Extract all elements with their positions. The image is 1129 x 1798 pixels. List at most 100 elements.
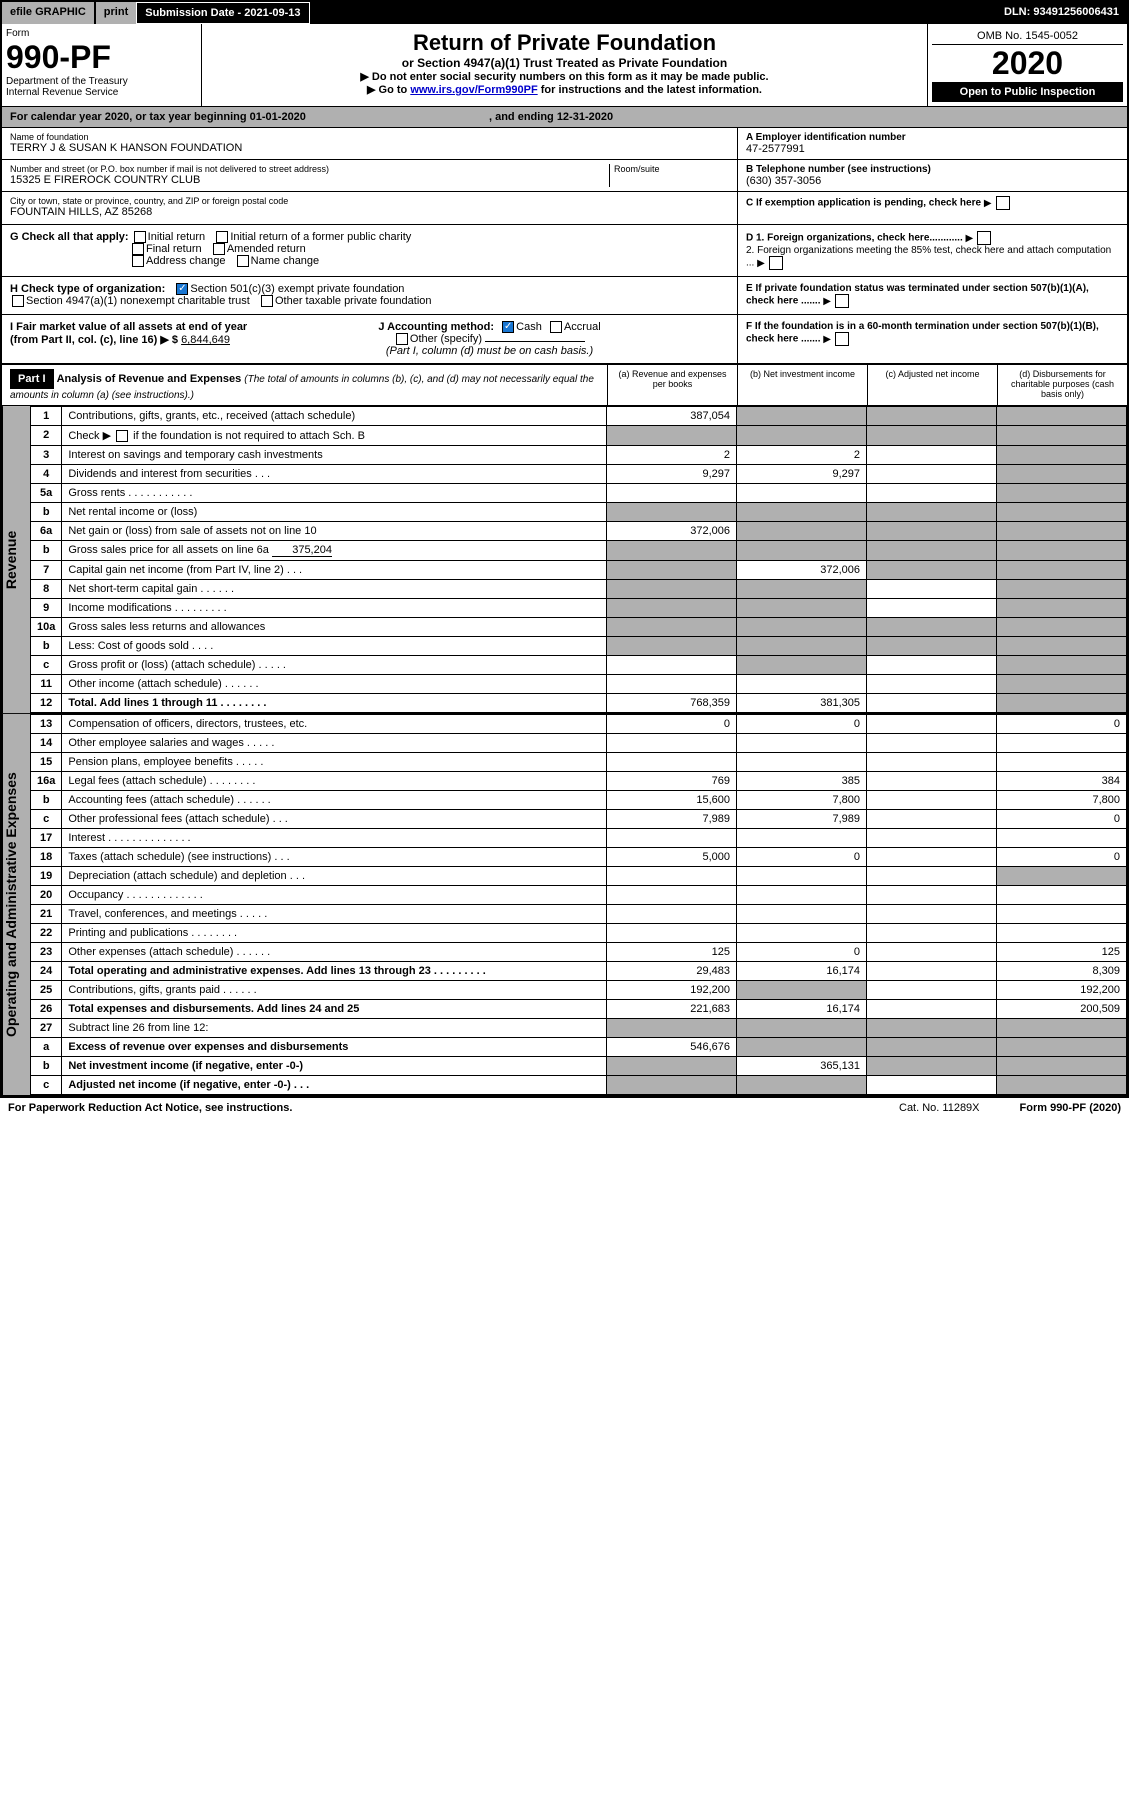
table-row: 7Capital gain net income (from Part IV, … <box>31 561 1127 580</box>
part1-title: Analysis of Revenue and Expenses <box>57 373 242 385</box>
g-initial: Initial return <box>148 231 205 243</box>
g-section: G Check all that apply: Initial return I… <box>2 225 737 276</box>
form-header: Form 990-PF Department of the Treasury I… <box>2 24 1127 107</box>
print-button[interactable]: print <box>96 2 136 24</box>
e-checkbox[interactable] <box>835 294 849 308</box>
d1-label: D 1. Foreign organizations, check here..… <box>746 233 963 244</box>
4947-checkbox[interactable] <box>12 295 24 307</box>
table-row: 11Other income (attach schedule) . . . .… <box>31 675 1127 694</box>
ein-value: 47-2577991 <box>746 143 1119 155</box>
name-label: Name of foundation <box>10 132 729 142</box>
arrow-icon: ▶ <box>984 198 992 209</box>
schb-checkbox[interactable] <box>116 430 128 442</box>
table-row: 19Depreciation (attach schedule) and dep… <box>31 867 1127 886</box>
dept-irs: Internal Revenue Service <box>6 87 197 98</box>
d1-checkbox[interactable] <box>977 231 991 245</box>
instr-post: for instructions and the latest informat… <box>538 84 762 96</box>
part1-label: Part I <box>10 369 54 389</box>
f-checkbox[interactable] <box>835 332 849 346</box>
501c3-checkbox[interactable] <box>176 283 188 295</box>
g-name: Name change <box>251 255 320 267</box>
address-change-checkbox[interactable] <box>132 255 144 267</box>
table-row: 23Other expenses (attach schedule) . . .… <box>31 943 1127 962</box>
table-row: 25Contributions, gifts, grants paid . . … <box>31 981 1127 1000</box>
city-row: City or town, state or province, country… <box>2 192 737 224</box>
check-section-h: H Check type of organization: Section 50… <box>2 277 1127 315</box>
info-section: Name of foundation TERRY J & SUSAN K HAN… <box>2 128 1127 225</box>
g-final: Final return <box>146 243 202 255</box>
g-amended: Amended return <box>227 243 306 255</box>
g-label: G Check all that apply: <box>10 231 129 243</box>
d-section: D 1. Foreign organizations, check here..… <box>737 225 1127 276</box>
instr-pre: ▶ Go to <box>367 84 410 96</box>
table-row: 12Total. Add lines 1 through 11 . . . . … <box>31 694 1127 713</box>
expenses-section: Operating and Administrative Expenses 13… <box>2 714 1127 1096</box>
j-other: Other (specify) <box>410 333 482 345</box>
catalog-number: Cat. No. 11289X <box>899 1102 980 1114</box>
d2-checkbox[interactable] <box>769 256 783 270</box>
irs-link[interactable]: www.irs.gov/Form990PF <box>410 84 537 96</box>
table-row: 22Printing and publications . . . . . . … <box>31 924 1127 943</box>
exemption-row: C If exemption application is pending, c… <box>738 192 1127 224</box>
arrow-icon: ▶ <box>823 296 831 307</box>
j-accrual: Accrual <box>564 321 601 333</box>
table-row: 15Pension plans, employee benefits . . .… <box>31 753 1127 772</box>
addr-label: Number and street (or P.O. box number if… <box>10 164 609 174</box>
name-change-checkbox[interactable] <box>237 255 249 267</box>
header-right: OMB No. 1545-0052 2020 Open to Public In… <box>927 24 1127 106</box>
table-row: 17Interest . . . . . . . . . . . . . . <box>31 829 1127 848</box>
revenue-table: 1Contributions, gifts, grants, etc., rec… <box>30 406 1127 713</box>
table-row: 26Total expenses and disbursements. Add … <box>31 1000 1127 1019</box>
initial-former-checkbox[interactable] <box>216 231 228 243</box>
city-state-zip: FOUNTAIN HILLS, AZ 85268 <box>10 206 729 218</box>
arrow-icon: ▶ <box>966 233 974 244</box>
street-address: 15325 E FIREROCK COUNTRY CLUB <box>10 174 609 186</box>
col-b-header: (b) Net investment income <box>737 365 867 405</box>
g-address: Address change <box>146 255 226 267</box>
foundation-name: TERRY J & SUSAN K HANSON FOUNDATION <box>10 142 729 154</box>
tax-year: 2020 <box>932 45 1123 82</box>
table-row: 5aGross rents . . . . . . . . . . . <box>31 484 1127 503</box>
dept-treasury: Department of the Treasury <box>6 76 197 87</box>
calyear-ending: , and ending 12-31-2020 <box>489 111 613 123</box>
foundation-name-row: Name of foundation TERRY J & SUSAN K HAN… <box>2 128 737 160</box>
instr-link-row: ▶ Go to www.irs.gov/Form990PF for instru… <box>208 83 921 96</box>
accrual-checkbox[interactable] <box>550 321 562 333</box>
expenses-table: 13Compensation of officers, directors, t… <box>30 714 1127 1095</box>
arrow-icon: ▶ <box>757 258 765 269</box>
j-cash: Cash <box>516 321 542 333</box>
city-label: City or town, state or province, country… <box>10 196 729 206</box>
address-row: Number and street (or P.O. box number if… <box>2 160 737 192</box>
c-label: C If exemption application is pending, c… <box>746 198 981 209</box>
j-label: J Accounting method: <box>378 321 494 333</box>
info-right: A Employer identification number 47-2577… <box>737 128 1127 224</box>
c-checkbox[interactable] <box>996 196 1010 210</box>
col-c-header: (c) Adjusted net income <box>867 365 997 405</box>
ein-label: A Employer identification number <box>746 132 1119 143</box>
table-row: 18Taxes (attach schedule) (see instructi… <box>31 848 1127 867</box>
calendar-year-row: For calendar year 2020, or tax year begi… <box>2 107 1127 128</box>
e-section: E If private foundation status was termi… <box>737 277 1127 314</box>
table-row: cOther professional fees (attach schedul… <box>31 810 1127 829</box>
h-4947: Section 4947(a)(1) nonexempt charitable … <box>26 295 250 307</box>
expenses-label: Operating and Administrative Expenses <box>2 714 30 1095</box>
form-title: Return of Private Foundation <box>208 30 921 56</box>
table-row: 10aGross sales less returns and allowanc… <box>31 618 1127 637</box>
other-method-checkbox[interactable] <box>396 333 408 345</box>
table-row: bLess: Cost of goods sold . . . . <box>31 637 1127 656</box>
table-row: bAccounting fees (attach schedule) . . .… <box>31 791 1127 810</box>
revenue-content: 1Contributions, gifts, grants, etc., rec… <box>30 406 1127 713</box>
revenue-section: Revenue 1Contributions, gifts, grants, e… <box>2 406 1127 714</box>
cash-checkbox[interactable] <box>502 321 514 333</box>
ij-section: I Fair market value of all assets at end… <box>2 315 737 363</box>
amended-checkbox[interactable] <box>213 243 225 255</box>
header-center: Return of Private Foundation or Section … <box>202 24 927 106</box>
other-taxable-checkbox[interactable] <box>261 295 273 307</box>
g-initial-former: Initial return of a former public charit… <box>230 231 411 243</box>
initial-return-checkbox[interactable] <box>134 231 146 243</box>
table-row: 14Other employee salaries and wages . . … <box>31 734 1127 753</box>
final-return-checkbox[interactable] <box>132 243 144 255</box>
table-row: 2Check ▶ if the foundation is not requir… <box>31 426 1127 446</box>
calyear-text: For calendar year 2020, or tax year begi… <box>10 111 306 123</box>
arrow-icon: ▶ <box>823 334 831 345</box>
